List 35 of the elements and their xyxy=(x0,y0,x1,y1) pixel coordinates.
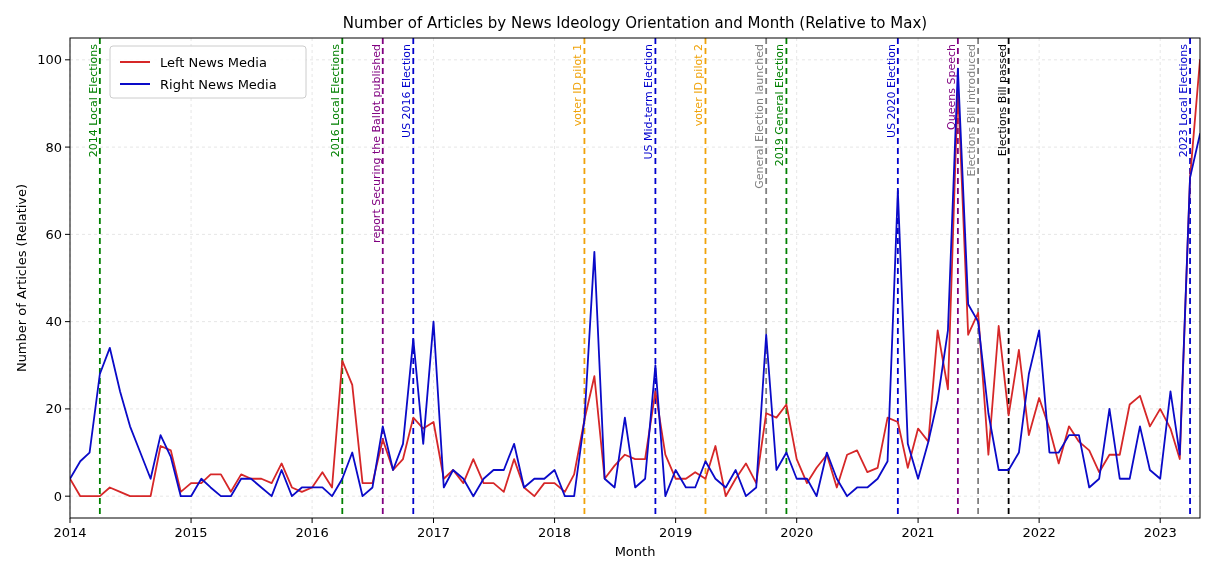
x-tick-label: 2019 xyxy=(659,525,693,540)
ref-line-label: report Securing the Ballot published xyxy=(369,44,383,243)
ref-line-label: US 2020 Election xyxy=(884,43,898,138)
x-tick-label: 2023 xyxy=(1143,525,1177,540)
y-tick-label: 40 xyxy=(45,314,62,330)
ref-line-label: 2023 Local Elections xyxy=(1177,43,1191,158)
x-tick-label: 2021 xyxy=(901,525,935,540)
ref-line-label: US 2016 Election xyxy=(400,43,414,138)
ref-line-label: 2014 Local Elections xyxy=(86,43,100,158)
ref-line-label: voter ID pilot 2 xyxy=(692,44,706,127)
ref-line-label: US Mid-term Election xyxy=(642,43,656,160)
ref-line-label: Elections Bill passed xyxy=(995,44,1009,157)
ref-line-label: General Election launched xyxy=(753,44,767,189)
y-tick-label: 80 xyxy=(45,139,62,155)
x-tick-label: 2014 xyxy=(53,525,87,540)
chart-title: Number of Articles by News Ideology Orientation and Month (Relative to Max) xyxy=(342,14,928,32)
y-tick-label: 60 xyxy=(45,226,62,242)
y-tick-label: 100 xyxy=(37,52,62,68)
ref-line-label: Queens Speech xyxy=(944,43,958,130)
x-tick-label: 2020 xyxy=(780,525,814,540)
ref-line-label: 2016 Local Elections xyxy=(329,43,343,158)
y-tick-label: 0 xyxy=(53,488,62,504)
legend-label: Right News Media xyxy=(160,76,277,92)
x-tick-label: 2015 xyxy=(174,525,208,540)
legend-label: Left News Media xyxy=(160,54,267,70)
x-tick-label: 2018 xyxy=(538,525,572,540)
y-tick-label: 20 xyxy=(45,401,62,417)
x-tick-label: 2017 xyxy=(416,525,451,540)
ref-line-label: voter ID pilot 1 xyxy=(571,44,585,127)
x-axis-title: Month xyxy=(614,544,656,559)
x-tick-label: 2016 xyxy=(295,525,329,540)
ref-line-label: 2019 General Election xyxy=(773,43,787,167)
y-axis-title: Number of Articles (Relative) xyxy=(14,183,29,373)
ref-line-label: Elections Bill introduced xyxy=(965,44,979,177)
x-tick-label: 2022 xyxy=(1022,525,1056,540)
